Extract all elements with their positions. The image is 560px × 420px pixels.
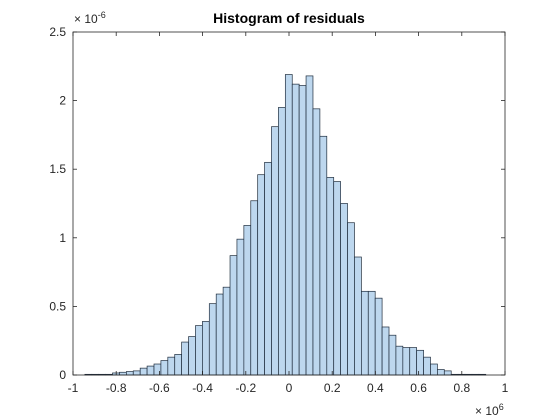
- chart-title: Histogram of residuals: [213, 10, 365, 26]
- histogram-bar: [181, 341, 189, 376]
- histogram-bar: [202, 321, 210, 376]
- histogram-bar: [395, 345, 404, 376]
- y-tick-label: 0: [59, 368, 66, 382]
- histogram-bar: [305, 75, 314, 376]
- y-tick-label: 0.5: [49, 299, 66, 313]
- x-tick-label: 0.8: [453, 381, 470, 395]
- x-tick-label: 0.4: [367, 381, 384, 395]
- x-axis: -1 -0.8 -0.6 -0.4 -0.2 0 0.2 0.4 0.6 0.8 1: [68, 32, 509, 395]
- histogram-bar: [409, 347, 417, 376]
- histogram-bar: [367, 290, 376, 376]
- y-tick-label: 2.5: [49, 25, 66, 39]
- y-exponent-label: × 10-6: [74, 10, 106, 26]
- y-tick-label: 2: [59, 94, 66, 108]
- histogram-bar: [388, 334, 397, 376]
- histogram-bar: [132, 370, 141, 376]
- histogram-bar: [284, 74, 293, 376]
- histogram-bar: [250, 200, 259, 376]
- histogram-bar: [160, 360, 169, 376]
- histogram-bar: [195, 325, 203, 376]
- histogram-bar: [208, 303, 217, 376]
- histogram-bar: [119, 371, 127, 376]
- histogram-bar: [381, 326, 390, 376]
- x-tick-label: -0.2: [235, 381, 256, 395]
- histogram-bar: [326, 177, 335, 376]
- histogram-bar: [167, 356, 176, 376]
- histogram-bar: [229, 255, 238, 376]
- x-tick-label: -1: [68, 381, 79, 395]
- y-axis: 0 0.5 1 1.5 2 2.5: [49, 25, 505, 382]
- histogram-bar: [298, 85, 307, 376]
- histogram-bar: [340, 203, 348, 376]
- histogram-bar: [264, 161, 272, 376]
- histogram-bar: [347, 222, 355, 376]
- x-exponent-label: × 106: [475, 402, 504, 418]
- x-tick-label: -0.8: [106, 381, 127, 395]
- histogram-bar: [430, 363, 438, 376]
- x-tick-label: 1: [502, 381, 509, 395]
- histogram-bar: [236, 238, 245, 376]
- histogram-bar: [333, 181, 341, 376]
- histogram-bar: [416, 349, 424, 376]
- histogram-bar: [222, 286, 231, 376]
- histogram-bar: [174, 354, 183, 376]
- histogram-bar: [243, 225, 252, 376]
- histogram-bar: [146, 365, 155, 376]
- histogram-bar: [361, 290, 369, 376]
- histogram-bar: [437, 369, 445, 376]
- histogram-bar: [139, 367, 148, 376]
- histogram-bar: [291, 83, 300, 376]
- y-tick-label: 1: [59, 231, 66, 245]
- histogram-bar: [374, 297, 383, 376]
- x-tick-label: -0.6: [149, 381, 170, 395]
- histogram-bar: [312, 108, 321, 376]
- histogram-bar: [125, 371, 134, 376]
- histogram-bar: [215, 293, 224, 376]
- histogram-bar: [319, 135, 328, 376]
- histogram-bar: [257, 174, 265, 376]
- x-tick-label: -0.4: [192, 381, 213, 395]
- histogram-bar: [188, 336, 196, 376]
- histogram-bar: [354, 256, 362, 376]
- x-tick-label: 0.6: [410, 381, 427, 395]
- histogram-bar: [423, 356, 431, 376]
- histogram-bar: [402, 347, 411, 376]
- histogram-bar: [271, 126, 279, 376]
- histogram-bar: [153, 363, 162, 376]
- x-tick-label: 0.2: [324, 381, 341, 395]
- histogram-bar: [278, 107, 286, 376]
- y-tick-label: 1.5: [49, 162, 66, 176]
- histogram-bar: [443, 370, 452, 376]
- bars-group: [84, 74, 487, 376]
- x-tick-label: 0: [286, 381, 293, 395]
